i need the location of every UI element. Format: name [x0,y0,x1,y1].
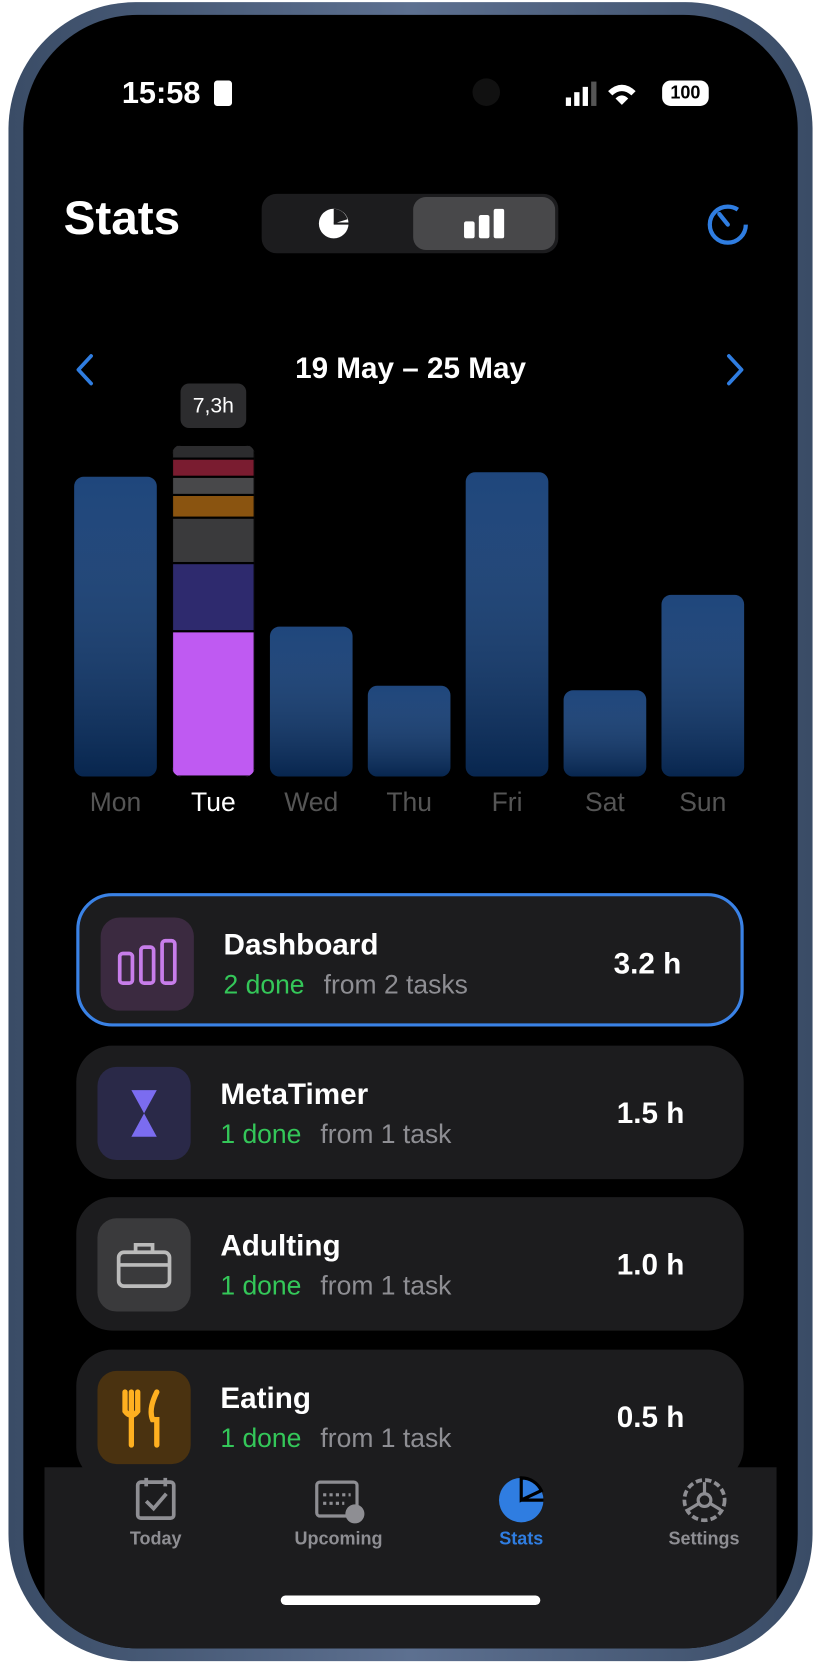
camera [472,78,501,106]
project-name: Eating [220,1380,312,1414]
page-title: Stats [63,190,181,245]
bar-segment [172,493,255,519]
next-week[interactable] [723,352,748,388]
tab-label[interactable]: Upcoming [294,1528,383,1549]
bar-shade [74,476,157,777]
icon-glyph [116,1242,172,1288]
day-label: Sat [585,787,625,817]
task-count: from 1 task [320,1119,452,1149]
chart: Mon 7,3h Tue Wed Thu Fri Sat Sun [74,383,745,817]
tab-icon [129,1474,182,1527]
project-hours: 3.2 h [613,947,682,980]
tab-icon [677,1474,730,1527]
day-label: Sun [679,787,726,817]
project-done: 1 done from 1 task [220,1271,451,1302]
tab-icon [495,1474,548,1527]
task-count: from 2 tasks [323,970,468,1001]
project-done: 2 done from 2 tasks [224,970,468,1001]
status-icon [213,80,233,106]
project-card[interactable]: Eating 1 done from 1 task 0.5 h [76,1349,744,1483]
tab-glyph [498,1476,544,1523]
done-count: 2 done [223,970,305,1001]
tab-icon [312,1474,365,1527]
tab-bar: Today Upcoming Stats Settings [44,1467,777,1649]
icon-glyph [131,1089,157,1137]
day-label: Tue [191,787,236,817]
tooltip-box [180,383,247,428]
day-label: Mon [90,787,141,817]
icon-glyph [122,1388,160,1448]
tab-label[interactable]: Today [129,1528,182,1549]
tab-glyph [681,1478,726,1523]
project-card[interactable]: Adulting 1 done from 1 task 1.0 h [76,1197,744,1331]
done-count: 1 done [220,1423,302,1453]
project-icon [100,917,194,1011]
tab-label[interactable]: Settings [668,1528,740,1549]
day-label: Wed [284,787,338,817]
signal-wifi [565,81,636,106]
tab-glyph [135,1477,176,1520]
tab-glyph [314,1480,364,1524]
project-icon [97,1370,191,1464]
project-done: 1 done from 1 task [220,1119,451,1150]
bar-icon [464,208,505,239]
tooltip-label: 7,3h [193,394,234,417]
stack [172,444,255,777]
project-list: Dashboard 2 done from 2 tasks 3.2 h MetaTime… [23,862,797,1483]
project-hours: 1.5 h [616,1095,685,1129]
done-count: 1 done [220,1119,302,1149]
battery: 100 [662,80,709,106]
done-count: 1 done [220,1271,302,1301]
day-label: Thu [386,787,432,817]
icon-glyph [117,938,177,985]
bar-segment [172,561,255,633]
pie-view-button[interactable] [317,207,351,241]
project-icon [97,1218,191,1312]
status-time: 15:58 [121,76,201,111]
prev-week[interactable] [72,352,97,388]
project-card[interactable]: Dashboard 2 done from 2 tasks 3.2 h [76,893,744,1027]
bar-shade [563,690,647,777]
project-icon [97,1066,191,1160]
bar-shade [367,685,451,777]
day-label: Fri [492,787,523,817]
tab-labels: Today Upcoming Stats Settings [44,1476,776,1561]
bar-segment [172,516,255,565]
bar-shade [269,626,353,777]
project-name: Adulting [220,1228,341,1262]
bar-shade [465,472,549,777]
bar-shade [661,594,745,777]
task-count: from 1 task [320,1271,452,1301]
timer-button[interactable] [705,201,752,248]
project-hours: 0.5 h [616,1399,685,1433]
project-name: MetaTimer [220,1076,369,1110]
view-switch [261,193,559,254]
tab-label[interactable]: Stats [499,1528,544,1549]
bar-segment [172,444,255,460]
project-name: Dashboard [223,928,379,961]
screen: 15:58 100 Stats 19 May – 25 May Mon 7,3h T… [23,14,798,1649]
home-indicator [280,1595,541,1605]
project-hours: 1.0 h [616,1247,685,1281]
week-range: 19 May – 25 May [295,351,526,385]
bar-segment [172,475,255,496]
task-count: from 1 task [320,1423,452,1453]
project-card[interactable]: MetaTimer 1 done from 1 task 1.5 h [76,1045,744,1179]
bar-segment [172,630,255,777]
project-done: 1 done from 1 task [220,1423,451,1454]
bar-view-button[interactable] [413,197,556,251]
bar-segment [172,457,255,478]
